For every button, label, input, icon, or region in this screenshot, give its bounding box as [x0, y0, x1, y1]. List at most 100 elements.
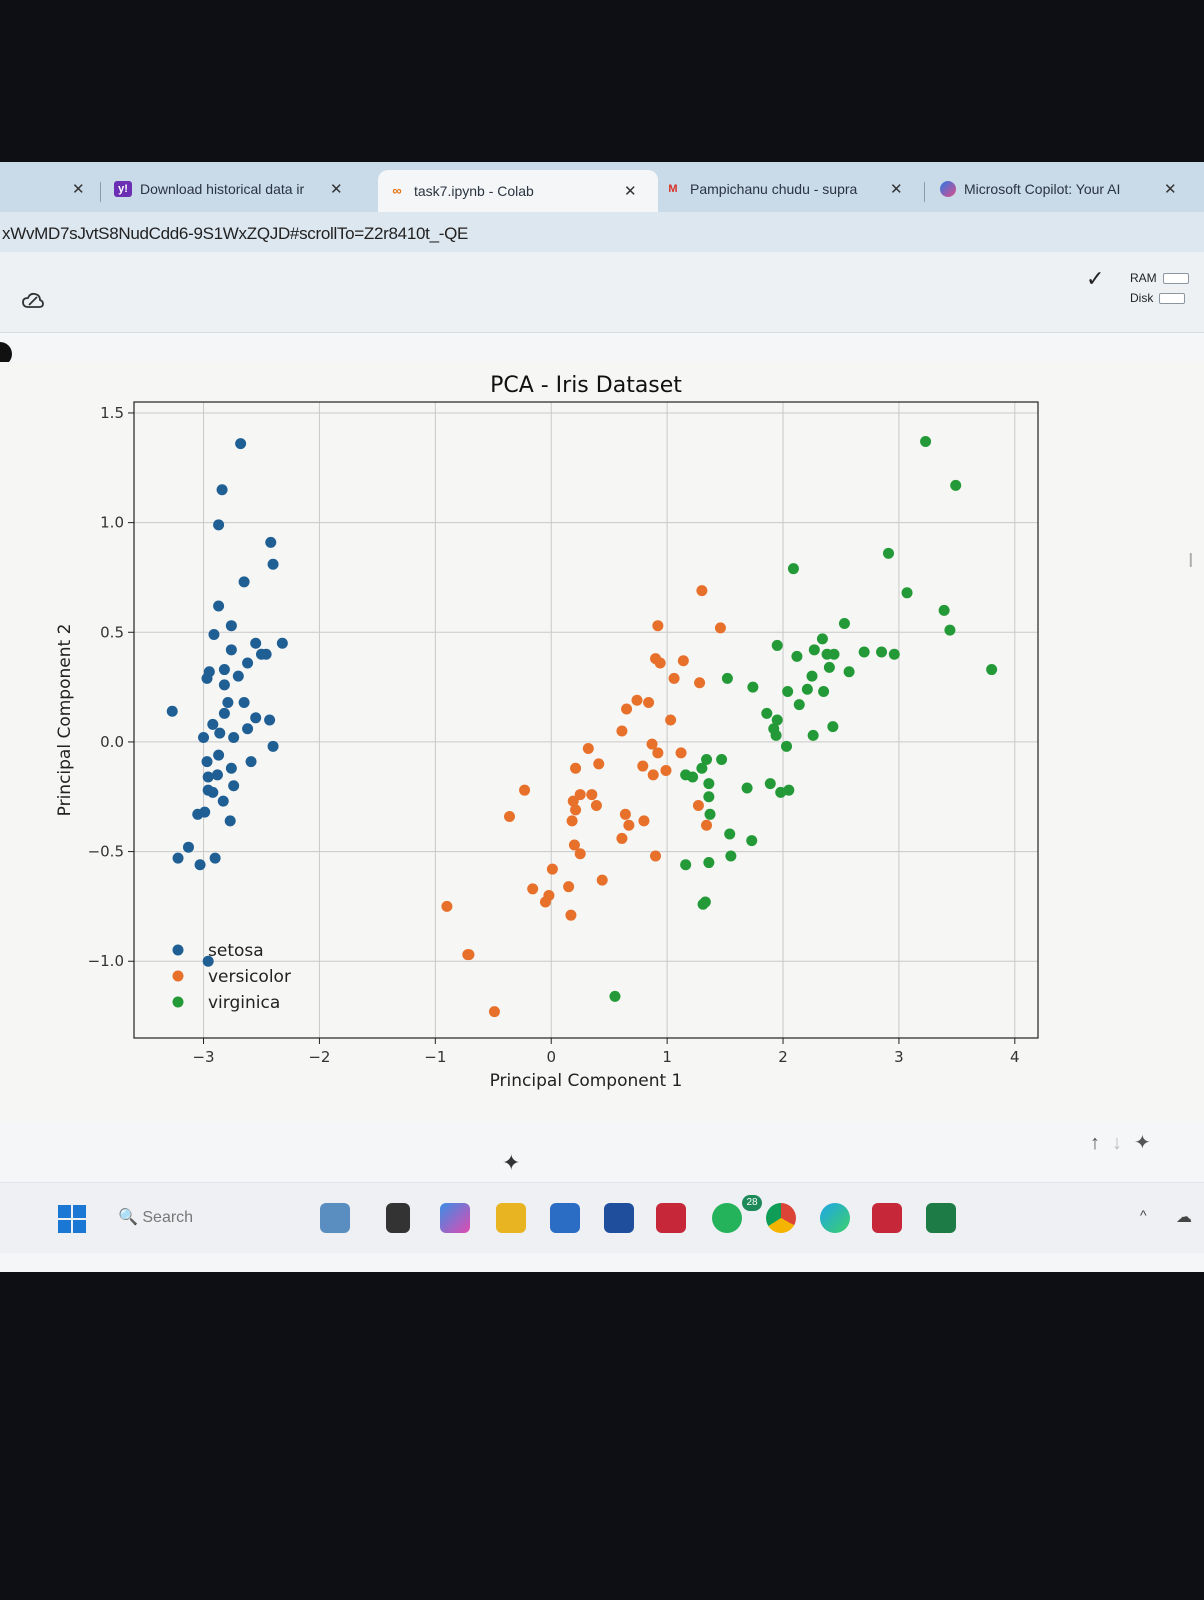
- close-icon[interactable]: ✕: [890, 181, 903, 198]
- scatter-point-versicolor: [714, 622, 726, 634]
- move-up-icon[interactable]: ↑: [1090, 1132, 1100, 1154]
- yahoo-icon: y!: [114, 181, 132, 197]
- scatter-point-versicolor: [463, 949, 475, 961]
- scatter-point-setosa: [267, 740, 279, 752]
- url-text[interactable]: xWvMD7sJvtS8NudCdd6-9S1WxZQJD#scrollTo=Z…: [2, 224, 469, 243]
- scatter-point-virginica: [858, 646, 870, 658]
- scatter-point-setosa: [202, 771, 214, 783]
- scatter-point-setosa: [218, 664, 230, 676]
- cloud-drive-icon[interactable]: [22, 292, 44, 310]
- y-tick-label: −1.0: [88, 952, 124, 970]
- scatter-point-versicolor: [654, 657, 666, 669]
- run-cell-icon[interactable]: [0, 342, 12, 366]
- edge-icon[interactable]: [820, 1203, 850, 1233]
- pca-scatter-chart: PCA - Iris Dataset Principal Component 1…: [55, 373, 1039, 1091]
- close-icon[interactable]: ✕: [330, 181, 343, 198]
- excel-icon[interactable]: [926, 1203, 956, 1233]
- scatter-point-virginica: [609, 990, 621, 1002]
- taskbar: 🔍 Search 28 ^ ☁: [0, 1182, 1204, 1253]
- scatter-point-versicolor: [596, 874, 608, 886]
- taskbar-search[interactable]: 🔍 Search: [118, 1209, 194, 1226]
- move-down-icon[interactable]: ↓: [1112, 1132, 1122, 1154]
- tray-icon[interactable]: ☁: [1176, 1209, 1192, 1226]
- tab-copilot[interactable]: Microsoft Copilot: Your AI ✕: [940, 174, 1180, 204]
- x-tick-label: 3: [894, 1048, 904, 1066]
- cell-toolbar: ↑ ↓ ✦: [1090, 1130, 1163, 1155]
- task-view-icon[interactable]: [386, 1203, 410, 1233]
- scatter-point-virginica: [920, 435, 932, 447]
- scatter-point-setosa: [245, 756, 257, 768]
- scatter-point-virginica: [888, 648, 900, 660]
- scatter-point-setosa: [214, 727, 226, 739]
- scatter-point-versicolor: [616, 725, 628, 737]
- scatter-point-versicolor: [660, 764, 672, 776]
- scatter-point-virginica: [703, 778, 715, 790]
- tab-partial[interactable]: ✕: [62, 174, 85, 204]
- scatter-point-versicolor: [570, 762, 582, 774]
- scatter-point-setosa: [198, 732, 210, 744]
- scatter-point-versicolor: [696, 585, 708, 597]
- scatter-point-virginica: [771, 639, 783, 651]
- scatter-point-versicolor: [570, 804, 582, 816]
- scatter-point-versicolor: [647, 769, 659, 781]
- scatter-point-setosa: [213, 749, 225, 761]
- store-icon[interactable]: [550, 1203, 580, 1233]
- scatter-point-virginica: [725, 850, 737, 862]
- scatter-point-versicolor: [539, 896, 551, 908]
- legend-label: virginica: [208, 993, 280, 1013]
- gemini-sparkle-icon[interactable]: ✦: [502, 1150, 521, 1175]
- whatsapp-icon[interactable]: [712, 1203, 742, 1233]
- tab-yahoo[interactable]: y! Download historical data ir ✕: [114, 174, 354, 204]
- scatter-point-virginica: [701, 753, 713, 765]
- scatter-point-virginica: [721, 672, 733, 684]
- scatter-point-setosa: [218, 679, 230, 691]
- scatter-point-virginica: [741, 782, 753, 794]
- close-icon[interactable]: ✕: [1164, 181, 1177, 198]
- scatter-point-versicolor: [677, 655, 689, 667]
- connected-check-icon[interactable]: ✓: [1086, 266, 1105, 291]
- app-icon[interactable]: [604, 1203, 634, 1233]
- scatter-point-virginica: [808, 644, 820, 656]
- scatter-point-setosa: [202, 784, 214, 796]
- scatter-point-versicolor: [637, 760, 649, 772]
- close-icon[interactable]: ✕: [624, 183, 637, 200]
- close-icon[interactable]: ✕: [72, 181, 85, 198]
- scatter-point-virginica: [703, 857, 715, 869]
- scatter-point-setosa: [213, 519, 225, 531]
- sparkle-icon[interactable]: ✦: [1134, 1132, 1151, 1154]
- scatter-point-virginica: [761, 707, 773, 719]
- scatter-point-virginica: [828, 648, 840, 660]
- tab-gmail[interactable]: M Pampichanu chudu - supra ✕: [664, 174, 912, 204]
- disk-bar: [1159, 293, 1186, 305]
- scatter-point-setosa: [194, 859, 206, 871]
- resource-monitor[interactable]: RAM Disk: [1130, 268, 1189, 308]
- mcafee-icon[interactable]: [656, 1203, 686, 1233]
- tab-colab[interactable]: ∞ task7.ipynb - Colab ✕: [378, 170, 658, 212]
- scatter-point-setosa: [276, 637, 288, 649]
- chevron-up-icon[interactable]: ^: [1140, 1207, 1147, 1223]
- data-points: [166, 435, 998, 1018]
- mcafee-icon[interactable]: [872, 1203, 902, 1233]
- windows-start-icon[interactable]: [58, 1205, 86, 1233]
- colab-header: ✓ RAM Disk: [0, 252, 1204, 333]
- scatter-point-virginica: [680, 859, 692, 871]
- scatter-point-versicolor: [665, 714, 677, 726]
- scatter-point-setosa: [182, 841, 194, 853]
- scatter-point-setosa: [228, 780, 240, 792]
- scatter-point-virginica: [704, 808, 716, 820]
- scatter-point-versicolor: [582, 743, 594, 755]
- address-bar[interactable]: xWvMD7sJvtS8NudCdd6-9S1WxZQJD#scrollTo=Z…: [0, 212, 1204, 252]
- x-tick-label: −3: [192, 1048, 214, 1066]
- scatter-point-setosa: [166, 705, 178, 717]
- scatter-point-virginica: [781, 740, 793, 752]
- scatter-point-versicolor: [488, 1006, 500, 1018]
- widgets-icon[interactable]: [320, 1203, 350, 1233]
- copilot-taskbar-icon[interactable]: [440, 1203, 470, 1233]
- scatter-point-setosa: [250, 637, 262, 649]
- scatter-point-setosa: [238, 696, 250, 708]
- file-explorer-icon[interactable]: [496, 1203, 526, 1233]
- scatter-point-virginica: [838, 618, 850, 630]
- chrome-icon[interactable]: [766, 1203, 796, 1233]
- grid-lines: [134, 402, 1038, 1038]
- scatter-point-versicolor: [652, 620, 664, 632]
